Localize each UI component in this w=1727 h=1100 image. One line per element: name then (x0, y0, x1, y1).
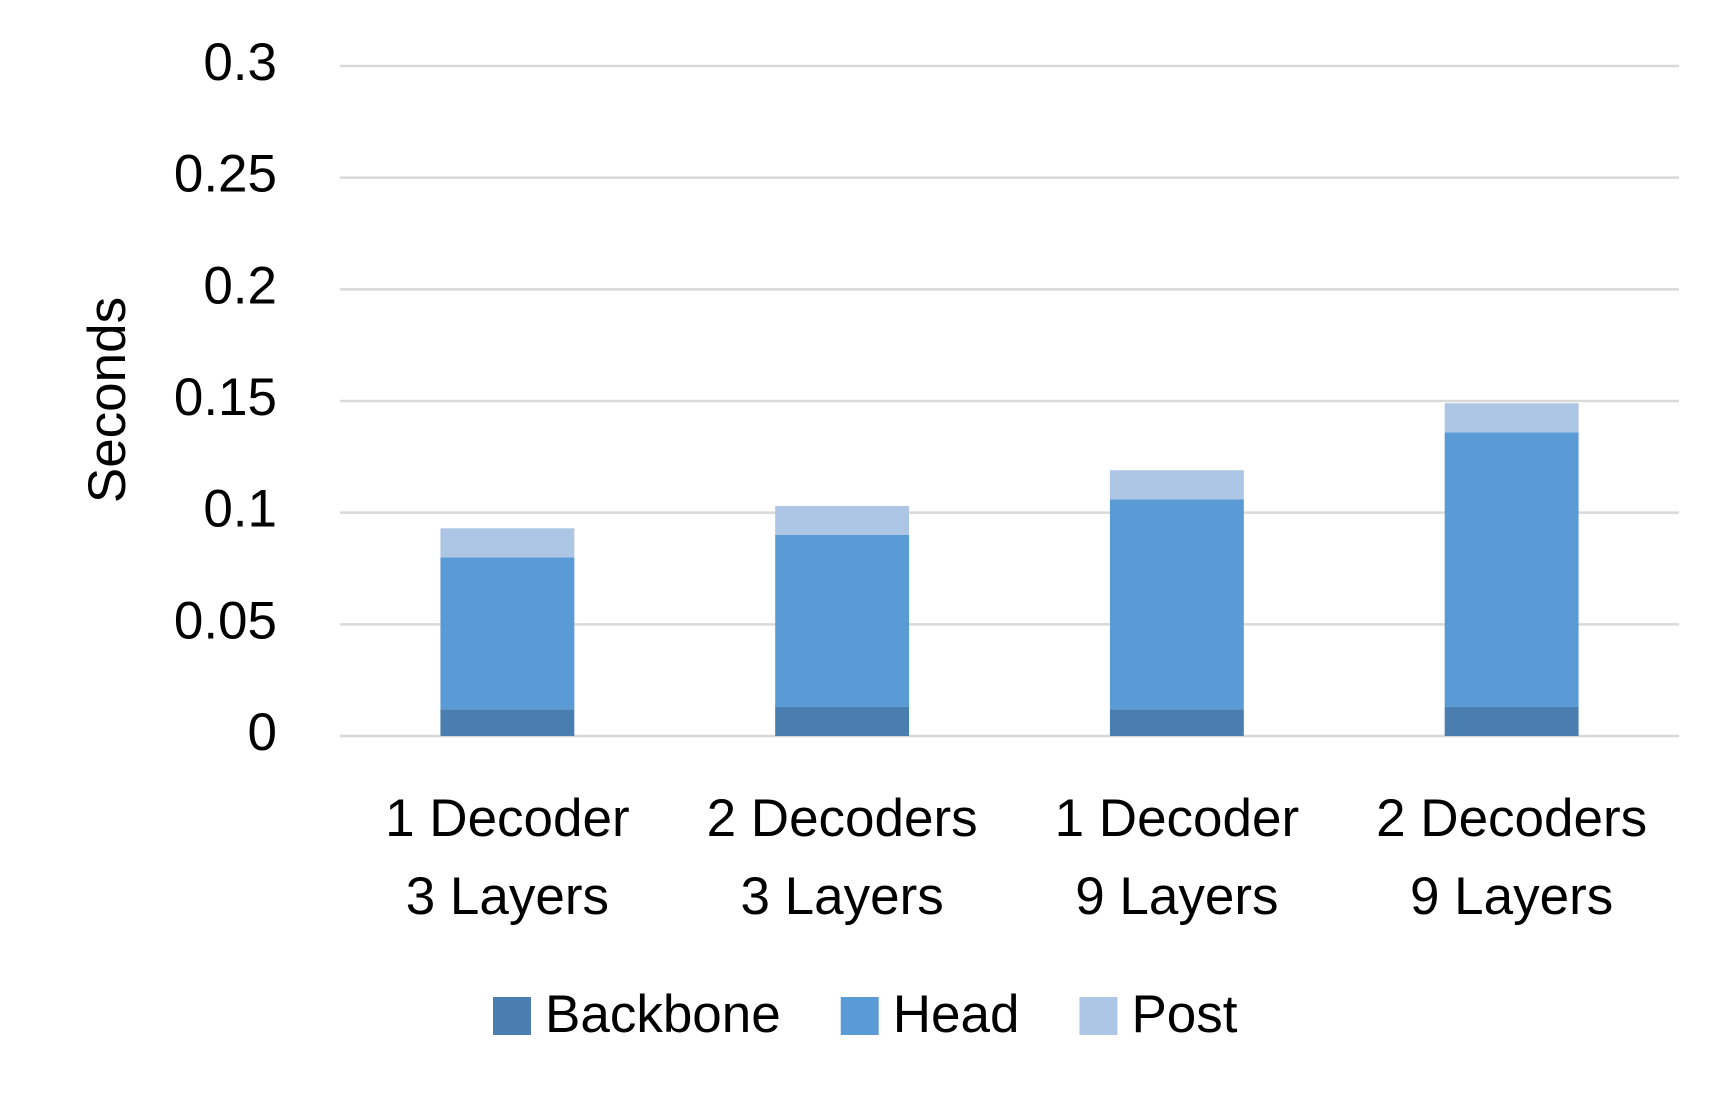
x-tick-label: 1 Decoder 9 Layers (1054, 789, 1300, 926)
x-tick-label: 1 Decoder 3 Layers (385, 789, 630, 926)
legend-swatch (840, 997, 879, 1035)
y-tick-label: 0.1 (203, 480, 277, 539)
bar-segment (1444, 432, 1579, 707)
x-tick-label: 2 Decoders 3 Layers (706, 789, 978, 926)
bar-segment (1109, 709, 1244, 736)
bar-segment (1109, 499, 1244, 710)
legend-label: Post (1131, 985, 1237, 1044)
y-axis-label: Seconds (78, 297, 137, 503)
y-tick-label: 0.3 (203, 33, 277, 92)
legend-label: Backbone (545, 985, 781, 1044)
bar-segment (440, 709, 575, 736)
y-tick-label: 0.05 (174, 591, 277, 650)
bar-segment (1444, 706, 1579, 736)
y-tick-label: 0 (248, 703, 277, 762)
bar-segment (775, 706, 910, 736)
y-tick-label: 0.15 (174, 368, 277, 427)
bar-segment (440, 557, 575, 710)
bar-segment (775, 505, 910, 535)
legend-swatch (1079, 997, 1118, 1035)
y-tick-label: 0.2 (203, 256, 277, 315)
legend-swatch (493, 997, 531, 1035)
legend-label: Head (893, 985, 1020, 1044)
bar-segment (1444, 403, 1579, 433)
bar-segment (775, 535, 910, 707)
y-tick-label: 0.25 (174, 145, 277, 204)
bar-segment (1109, 470, 1244, 500)
bar-segment (440, 528, 575, 558)
x-tick-label: 2 Decoders 9 Layers (1376, 789, 1648, 926)
